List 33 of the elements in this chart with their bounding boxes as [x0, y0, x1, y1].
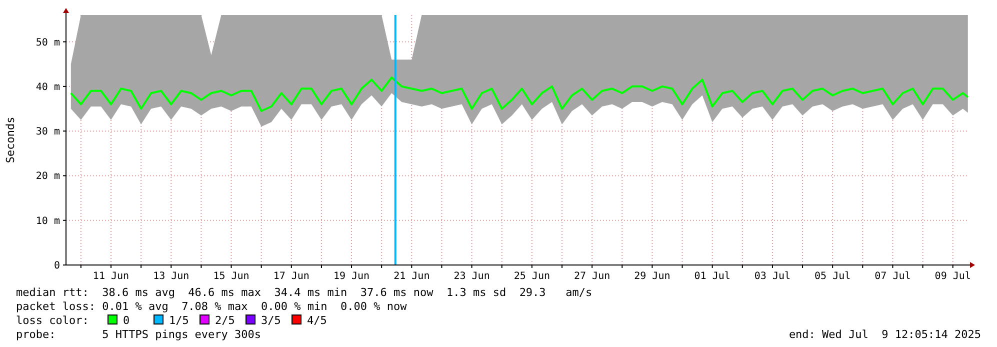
x-tick-label: 17 Jun: [273, 271, 310, 282]
legend-title: loss color:: [16, 314, 89, 327]
x-tick-label: 21 Jun: [394, 271, 430, 282]
x-tick-label: 01 Jul: [694, 271, 730, 282]
text: median rtt: 38.6 ms avg 46.6 ms max 34.4 ms min 37.6 ms now 1.3 ms sd 29.3 am/s: [16, 286, 592, 299]
y-tick-label: 30 m: [36, 126, 60, 138]
x-tick-label: 25 Jun: [514, 271, 550, 282]
y-tick-label: 50 m: [36, 37, 60, 48]
y-tick-label: 0: [54, 260, 60, 272]
y-tick-label: 40 m: [36, 82, 60, 93]
x-tick-label: 27 Jun: [574, 271, 610, 282]
legend-label: 4/5: [307, 314, 327, 327]
legend-label: 2/5: [215, 314, 235, 327]
x-tick-label: 15 Jun: [213, 271, 250, 282]
x-tick-label: 03 Jul: [754, 271, 791, 282]
y-tick-label: 10 m: [36, 216, 60, 227]
x-tick-label: 05 Jul: [814, 271, 851, 282]
text: packet loss: 0.01 % avg 7.08 % max 0.00 % min 0.00 % now: [16, 300, 408, 313]
legend-label: 3/5: [261, 314, 281, 327]
x-tick-label: 19 Jun: [333, 271, 370, 282]
y-axis-title: Seconds: [4, 116, 17, 164]
x-tick-label: 13 Jun: [153, 271, 190, 282]
x-tick-label: 07 Jul: [874, 271, 911, 282]
x-tick-label: 09 Jul: [934, 271, 971, 282]
x-tick-label: 11 Jun: [92, 271, 130, 282]
legend-label: 0: [123, 314, 130, 327]
text: probe: 5 HTTPS pings every 300s: [16, 328, 262, 341]
legend-label: 1/5: [169, 314, 189, 327]
line-series: [70, 76, 969, 112]
y-tick-label: 20 m: [36, 171, 60, 182]
x-tick-label: 23 Jun: [454, 271, 490, 282]
text: end: Wed Jul 9 12:05:14 2025: [788, 328, 981, 341]
x-tick-label: 29 Jun: [634, 271, 670, 282]
